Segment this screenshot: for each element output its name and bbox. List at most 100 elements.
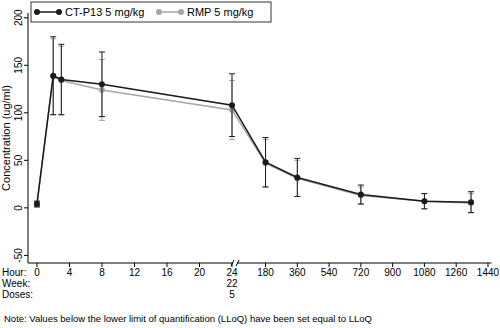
error-bar: [50, 37, 56, 115]
x-row-tick-label: 22: [226, 278, 238, 289]
error-bar-cap: [99, 120, 105, 121]
y-tick-label: -50: [13, 248, 24, 263]
chart: -50 0 50 100 150 200 Concentration (ug/ml) 0 4 8 1…: [0, 0, 500, 328]
error-bar: [263, 138, 269, 187]
error-bar-cap: [263, 186, 269, 187]
error-bar-cap: [358, 204, 364, 205]
legend-swatch: [56, 9, 62, 15]
error-bar-cap: [468, 191, 474, 192]
point: [294, 174, 300, 180]
error-bar-cap: [358, 204, 364, 205]
point: [358, 192, 364, 198]
error-bar-cap: [263, 137, 269, 138]
x-tick-label: 1440: [477, 267, 500, 278]
y-tick: [24, 207, 28, 208]
error-bar: [468, 192, 474, 213]
error-bar: [294, 158, 300, 196]
point: [34, 201, 40, 207]
x-row-label: Doses:: [2, 289, 33, 300]
x-tick-label: 180: [257, 267, 274, 278]
error-bar-cap: [99, 51, 105, 52]
error-bar: [34, 201, 40, 207]
x-tick-label: 1260: [445, 267, 468, 278]
error-bar-cap: [294, 196, 300, 197]
y-tick: [24, 112, 28, 113]
error-bar: [99, 52, 105, 117]
y-axis: [28, 13, 29, 263]
error-bar-cap: [468, 212, 474, 213]
error-bar-cap: [229, 139, 235, 140]
y-axis-label: Concentration (ug/ml): [0, 85, 12, 191]
error-bar: [421, 194, 427, 209]
x-tick-label: 16: [161, 267, 173, 278]
axis-break: [236, 260, 239, 266]
x-tick-label: 20: [194, 267, 206, 278]
error-bar-cap: [421, 193, 427, 194]
point: [99, 81, 105, 87]
point: [421, 198, 427, 204]
error-bar-cap: [50, 36, 56, 37]
error-bar: [58, 44, 64, 114]
y-tick-label: 100: [13, 104, 24, 121]
legend-swatch: [159, 11, 181, 13]
point: [468, 199, 474, 205]
legend-swatch: [37, 11, 59, 13]
x-tick-label: 8: [99, 267, 105, 278]
error-bar-cap: [421, 208, 427, 209]
point: [229, 102, 235, 108]
point: [34, 201, 40, 207]
error-bar-cap: [99, 116, 105, 117]
y-tick-label: 150: [13, 57, 24, 74]
error-bar: [421, 194, 427, 209]
plot-area: [34, 37, 474, 213]
y-tick: [24, 255, 28, 256]
x-tick-label: 12: [129, 267, 141, 278]
error-bar-cap: [294, 158, 300, 159]
point: [50, 73, 56, 79]
y-tick: [24, 65, 28, 66]
error-bar-cap: [58, 114, 64, 115]
x-tick-label: 0: [34, 267, 40, 278]
y-tick-label: 0: [13, 205, 24, 211]
legend-label: RMP 5 mg/kg: [187, 6, 253, 18]
point: [263, 159, 269, 165]
error-bar-cap: [50, 114, 56, 115]
error-bar-cap: [468, 212, 474, 213]
error-bar-cap: [294, 196, 300, 197]
legend-swatch: [178, 9, 184, 15]
legend-swatch: [34, 9, 40, 15]
x-tick-label: 1080: [413, 267, 436, 278]
x-axis-label: Hour:: [2, 267, 26, 278]
error-bar-cap: [58, 44, 64, 45]
error-bar: [34, 201, 40, 207]
error-bar-cap: [229, 136, 235, 137]
x-row-tick-label: 5: [229, 289, 235, 300]
y-tick-label: 200: [13, 9, 24, 26]
legend: CT-P13 5 mg/kg RMP 5 mg/kg: [31, 2, 271, 22]
series: [34, 39, 474, 213]
series: [34, 37, 474, 213]
x-axis: [237, 263, 492, 264]
error-bar-cap: [358, 185, 364, 186]
y-tick: [24, 160, 28, 161]
x-tick-label: 24: [226, 267, 238, 278]
error-bar-cap: [229, 73, 235, 74]
error-bar-cap: [263, 186, 269, 187]
x-tick-label: 540: [321, 267, 338, 278]
x-axis: [28, 263, 233, 264]
point: [58, 77, 64, 83]
y-tick-label: 50: [13, 154, 24, 166]
x-tick-label: 720: [353, 267, 370, 278]
y-tick: [24, 17, 28, 18]
series-line: [37, 76, 471, 204]
error-bar-cap: [421, 208, 427, 209]
error-bar-cap: [421, 193, 427, 194]
x-tick-label: 4: [67, 267, 73, 278]
x-row-label: Week:: [2, 278, 30, 289]
error-bar: [229, 74, 235, 137]
legend-box: [31, 2, 271, 22]
error-bar-cap: [58, 114, 64, 115]
error-bar-cap: [50, 114, 56, 115]
x-tick-label: 900: [384, 267, 401, 278]
legend-label: CT-P13 5 mg/kg: [65, 6, 144, 18]
